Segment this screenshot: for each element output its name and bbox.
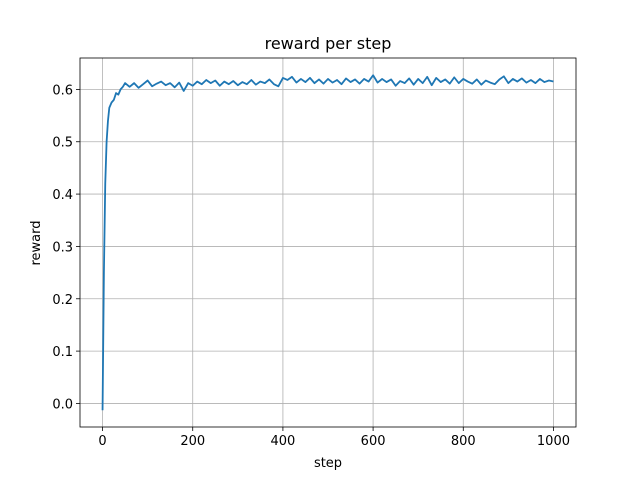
chart-title: reward per step: [265, 34, 392, 53]
x-tick-label: 1000: [537, 434, 570, 449]
y-tick-label: 0.6: [52, 83, 73, 98]
x-tick-label: 200: [180, 434, 205, 449]
data-line: [101, 74, 554, 411]
x-tick-label: 800: [451, 434, 476, 449]
y-tick-label: 0.1: [52, 345, 73, 360]
y-tick-label: 0.3: [52, 240, 73, 255]
y-tick-label: 0.2: [52, 293, 73, 308]
x-tick-label: 400: [270, 434, 295, 449]
axes-frame: [79, 57, 577, 428]
x-axis-label: step: [314, 456, 342, 471]
x-tick-label: 600: [361, 434, 386, 449]
y-tick-label: 0.4: [52, 188, 73, 203]
y-tick-label: 0.0: [52, 397, 73, 412]
y-axis-label: reward: [29, 220, 44, 265]
x-tick-label: 0: [98, 434, 106, 449]
y-tick-label: 0.5: [52, 136, 73, 151]
